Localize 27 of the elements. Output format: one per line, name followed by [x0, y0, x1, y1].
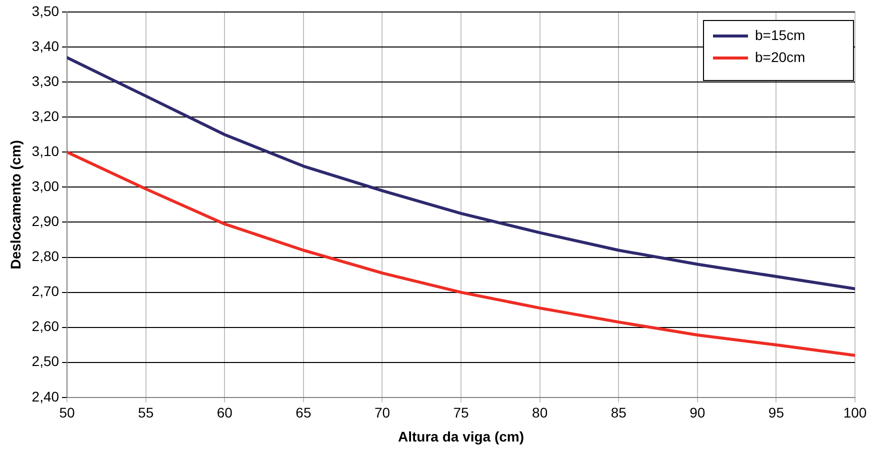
y-tick-label: 3,40	[32, 38, 60, 54]
y-tick-label: 2,90	[32, 213, 60, 230]
y-tick-label: 2,70	[32, 283, 60, 300]
x-tick-label: 75	[453, 404, 470, 421]
y-tick-label: 3,10	[32, 143, 60, 160]
y-tick-label: 3,00	[32, 178, 60, 194]
y-tick-label: 3,20	[32, 108, 60, 124]
x-tick-label: 70	[374, 404, 390, 421]
x-tick-label: 90	[690, 404, 706, 421]
y-tick-label: 2,50	[32, 353, 60, 370]
y-tick-label: 2,80	[32, 248, 60, 264]
x-tick-label: 80	[532, 404, 548, 421]
x-tick-label: 95	[768, 404, 784, 421]
x-tick-label: 65	[296, 404, 312, 421]
x-tick-label: 60	[216, 404, 233, 421]
y-tick-label: 2,60	[32, 318, 60, 334]
x-tick-label: 55	[138, 404, 154, 421]
x-tick-label: 85	[610, 404, 627, 421]
x-tick-label: 100	[843, 404, 867, 421]
y-axis-title: Deslocamento (cm)	[7, 140, 24, 270]
x-tick-label: 50	[59, 404, 76, 421]
y-tick-label: 3,50	[32, 2, 60, 19]
y-tick-label: 3,30	[32, 72, 60, 89]
x-axis-title: Altura da viga (cm)	[398, 428, 524, 444]
legend-label: b=15cm	[755, 26, 806, 43]
legend-label: b=20cm	[755, 48, 806, 65]
y-tick-label: 2,40	[32, 388, 60, 404]
